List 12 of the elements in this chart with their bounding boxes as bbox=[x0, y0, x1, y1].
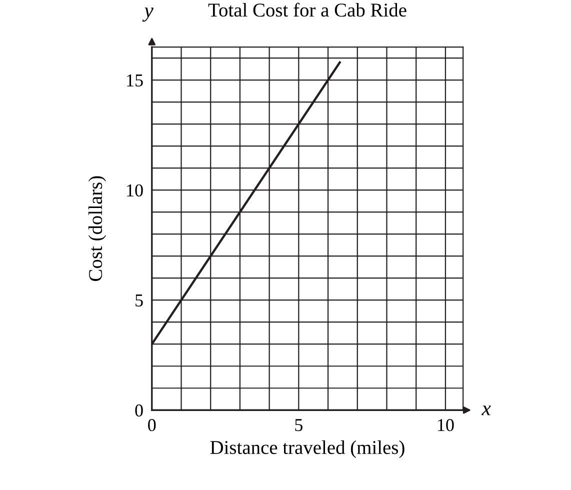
y-tick-label: 5 bbox=[136, 294, 143, 307]
y-tick-label: 10 bbox=[127, 184, 143, 197]
y-tick-label: 15 bbox=[127, 74, 143, 86]
text: y bbox=[142, 8, 154, 22]
y-tick-label: 0 bbox=[135, 404, 143, 417]
x-axis-title: Distance traveled (miles) bbox=[210, 440, 404, 458]
chart-title: Total Cost for a Cab Ride bbox=[208, 2, 406, 17]
y-axis-title: Cost (dollars) bbox=[88, 176, 106, 281]
text: x bbox=[482, 406, 491, 416]
x-tick-label: 0 bbox=[148, 418, 156, 432]
x-tick-label: 10 bbox=[438, 418, 454, 432]
x-tick-label: 5 bbox=[295, 419, 302, 432]
